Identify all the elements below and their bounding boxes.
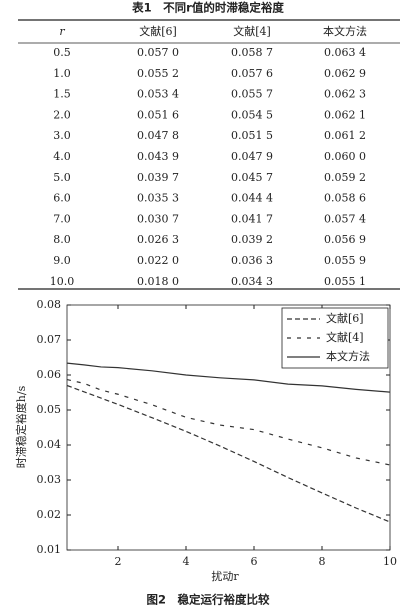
y-tick-label: 0.07 xyxy=(37,333,62,346)
table-cell: 0.059 2 xyxy=(324,171,366,184)
table-cell: 0.053 4 xyxy=(137,88,179,101)
x-tick-label: 2 xyxy=(115,555,122,568)
table-cell: 10.0 xyxy=(50,275,75,288)
series-line xyxy=(66,384,391,523)
table-cell: 0.035 3 xyxy=(137,192,179,205)
y-tick-label: 0.05 xyxy=(37,403,62,416)
table-cell: 0.051 5 xyxy=(231,129,273,142)
y-axis-label: 时滞稳定裕度h/s xyxy=(14,385,28,468)
table-header: r xyxy=(59,25,65,38)
table-caption: 表1 不同r值的时滞稳定裕度 xyxy=(131,1,284,15)
y-tick-label: 0.02 xyxy=(37,508,62,521)
table-cell: 0.055 1 xyxy=(324,275,366,288)
y-tick-label: 0.04 xyxy=(37,438,62,451)
table-cell: 0.044 4 xyxy=(231,192,273,205)
table-cell: 0.5 xyxy=(53,46,71,59)
table-cell: 4.0 xyxy=(53,150,71,163)
table-cell: 0.060 0 xyxy=(324,150,366,163)
table-cell: 0.062 1 xyxy=(324,108,366,121)
table-cell: 0.058 6 xyxy=(324,192,366,205)
table-cell: 5.0 xyxy=(53,171,71,184)
table-cell: 1.0 xyxy=(53,67,71,80)
table-cell: 7.0 xyxy=(53,212,71,225)
table-cell: 0.057 4 xyxy=(324,212,366,225)
table-cell: 0.058 7 xyxy=(231,46,273,59)
table-cell: 0.039 2 xyxy=(231,233,273,246)
table-cell: 0.041 7 xyxy=(231,212,273,225)
y-tick-label: 0.03 xyxy=(37,473,62,486)
x-axis-label: 扰动r xyxy=(211,569,239,583)
table-cell: 0.057 0 xyxy=(137,46,179,59)
y-tick-label: 0.06 xyxy=(37,368,62,381)
table-cell: 0.061 2 xyxy=(324,129,366,142)
table-cell: 0.026 3 xyxy=(137,233,179,246)
series-line xyxy=(66,362,391,393)
table-cell: 0.022 0 xyxy=(137,254,179,267)
table-header: 文献[4] xyxy=(233,24,271,38)
table-cell: 0.056 9 xyxy=(324,233,366,246)
table-header: 本文方法 xyxy=(323,24,367,38)
table-cell: 0.043 9 xyxy=(137,150,179,163)
table-cell: 0.055 2 xyxy=(137,67,179,80)
table-cell: 0.062 3 xyxy=(324,88,366,101)
table-cell: 1.5 xyxy=(53,88,71,101)
table-header: 文献[6] xyxy=(139,24,177,38)
table-cell: 0.055 9 xyxy=(324,254,366,267)
legend-label: 文献[4] xyxy=(326,330,364,344)
table-cell: 9.0 xyxy=(53,254,71,267)
table-cell: 0.018 0 xyxy=(137,275,179,288)
table-cell: 0.063 4 xyxy=(324,46,366,59)
plot-frame xyxy=(66,304,391,551)
table-cell: 0.030 7 xyxy=(137,212,179,225)
table-cell: 3.0 xyxy=(53,129,71,142)
table-cell: 8.0 xyxy=(53,233,71,246)
table-cell: 0.055 7 xyxy=(231,88,273,101)
table-cell: 0.034 3 xyxy=(231,275,273,288)
table-cell: 0.036 3 xyxy=(231,254,273,267)
table-cell: 0.047 9 xyxy=(231,150,273,163)
table-cell: 6.0 xyxy=(53,192,71,205)
table-cell: 0.051 6 xyxy=(137,108,179,121)
table-cell: 0.062 9 xyxy=(324,67,366,80)
figure-caption: 图2 稳定运行裕度比较 xyxy=(146,593,270,607)
table-cell: 0.054 5 xyxy=(231,108,273,121)
x-tick-label: 4 xyxy=(183,555,190,568)
y-tick-label: 0.08 xyxy=(37,298,62,311)
y-tick-label: 0.01 xyxy=(37,543,62,556)
legend-label: 本文方法 xyxy=(326,349,370,363)
table-cell: 0.039 7 xyxy=(137,171,179,184)
table-cell: 0.057 6 xyxy=(231,67,273,80)
x-tick-label: 10 xyxy=(383,555,397,568)
legend-label: 文献[6] xyxy=(326,311,364,325)
table-cell: 2.0 xyxy=(53,108,71,121)
table-cell: 0.045 7 xyxy=(231,171,273,184)
series-line xyxy=(66,378,391,466)
x-tick-label: 6 xyxy=(251,555,258,568)
table-cell: 0.047 8 xyxy=(137,129,179,142)
x-tick-label: 8 xyxy=(319,555,326,568)
